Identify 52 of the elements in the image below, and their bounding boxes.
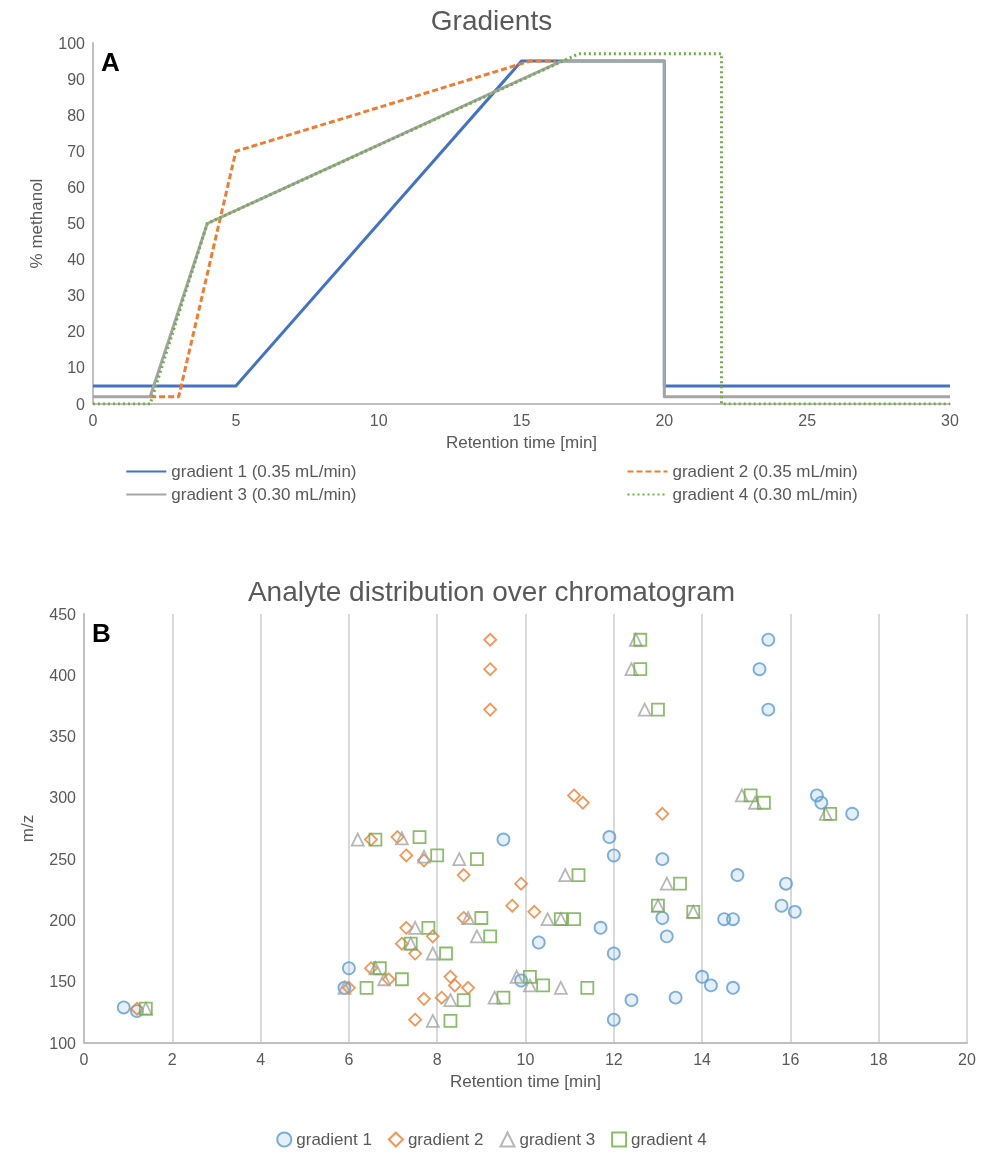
y-tick-label: 20 [67, 323, 86, 341]
y-tick-label: 300 [49, 789, 77, 807]
x-tick-label: 16 [781, 1050, 800, 1068]
x-tick-label: 4 [256, 1050, 266, 1068]
x-tick-label: 5 [231, 411, 241, 429]
x-tick-label: 0 [88, 411, 98, 429]
y-tick-label: 0 [76, 395, 86, 413]
y-tick-label: 40 [67, 251, 86, 269]
x-tick-label: 8 [432, 1050, 442, 1068]
legend-label: gradient 4 [631, 1130, 707, 1149]
y-axis-title: % methanol [27, 178, 46, 269]
y-tick-label: 100 [49, 1034, 77, 1052]
x-tick-label: 20 [655, 411, 674, 429]
annotation: B [92, 618, 111, 648]
y-axis-title: m/z [18, 814, 37, 843]
y-tick-label: 200 [49, 911, 77, 929]
legend-label: gradient 1 (0.35 mL/min) [171, 462, 357, 481]
y-tick-label: 50 [67, 215, 86, 232]
x-tick-label: 15 [512, 411, 531, 429]
chart-title: Analyte distribution over chromatogram [247, 575, 736, 607]
legend-label: gradient 2 [407, 1130, 484, 1149]
x-tick-label: 25 [798, 411, 817, 429]
y-tick-label: 90 [67, 70, 86, 88]
legend-label: gradient 1 [296, 1130, 372, 1149]
y-tick-label: 100 [58, 34, 86, 52]
chart-title: Gradients [430, 4, 553, 36]
y-tick-label: 250 [49, 850, 77, 868]
x-axis-title: Retention time [min] [445, 433, 598, 452]
x-tick-label: 2 [167, 1050, 177, 1068]
y-tick-label: 70 [67, 142, 86, 160]
y-tick-label: 350 [49, 728, 77, 746]
y-tick-label: 10 [67, 359, 86, 377]
x-tick-label: 30 [941, 411, 959, 429]
y-tick-label: 30 [67, 287, 86, 305]
y-tick-label: 60 [67, 178, 86, 196]
x-tick-label: 10 [516, 1050, 535, 1068]
legend-label: gradient 2 (0.35 mL/min) [672, 462, 858, 481]
y-tick-label: 450 [49, 605, 77, 623]
legend-label: gradient 4 (0.30 mL/min) [672, 485, 858, 504]
legend-label: gradient 3 (0.30 mL/min) [171, 485, 357, 504]
legend-label: gradient 3 [519, 1130, 596, 1149]
y-tick-label: 80 [67, 106, 86, 124]
y-tick-label: 150 [49, 973, 77, 991]
annotation: A [101, 47, 120, 77]
x-tick-label: 6 [344, 1050, 354, 1068]
x-tick-label: 14 [693, 1050, 712, 1068]
y-tick-label: 400 [49, 666, 77, 684]
x-axis-title: Retention time [min] [449, 1072, 602, 1091]
x-tick-label: 18 [869, 1050, 888, 1068]
x-tick-label: 20 [958, 1050, 976, 1068]
x-tick-label: 10 [369, 411, 388, 429]
x-tick-label: 12 [604, 1050, 623, 1068]
